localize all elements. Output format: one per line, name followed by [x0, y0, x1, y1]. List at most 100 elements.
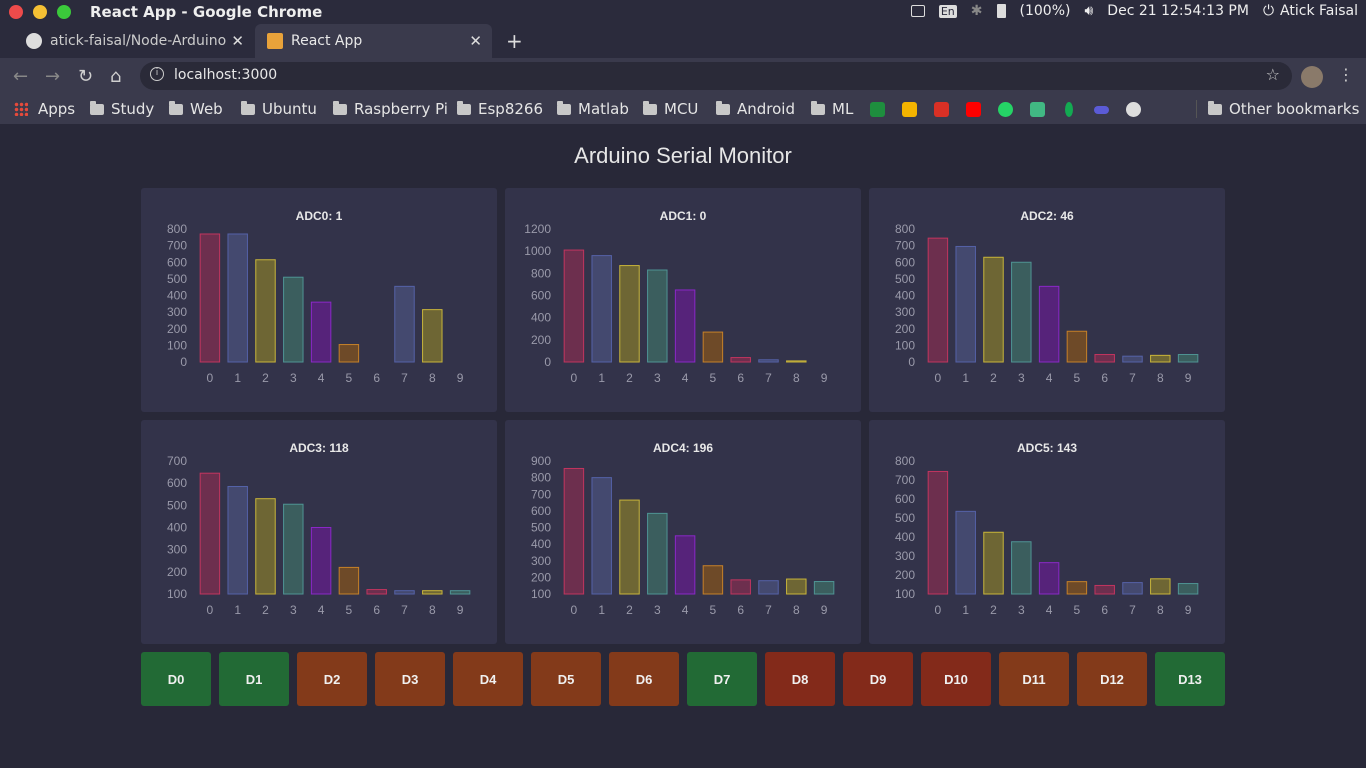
bar-9[interactable] [1177, 354, 1199, 363]
bar-0[interactable] [199, 472, 221, 595]
bar-0[interactable] [927, 237, 949, 363]
battery-icon[interactable] [996, 4, 1006, 18]
link-icon[interactable] [1094, 106, 1109, 114]
bar-3[interactable] [283, 503, 304, 595]
pin-button-d8[interactable]: D8 [765, 652, 835, 706]
bar-7[interactable] [394, 590, 415, 595]
bar-0[interactable] [199, 233, 221, 363]
bar-6[interactable] [730, 357, 751, 363]
bookmark-folder-ml[interactable]: ML [811, 100, 853, 118]
bar-6[interactable] [366, 589, 387, 595]
bookmark-folder-web[interactable]: Web [169, 100, 223, 118]
mongodb-leaf-icon[interactable] [1065, 102, 1073, 117]
site-info-icon[interactable]: i [150, 67, 164, 81]
home-button[interactable]: ⌂ [110, 66, 122, 87]
pin-button-d3[interactable]: D3 [375, 652, 445, 706]
keyboard-layout-indicator[interactable]: En [938, 4, 957, 18]
tab-react-app[interactable]: React App ✕ [255, 24, 492, 58]
bar-3[interactable] [647, 512, 668, 595]
bar-9[interactable] [813, 581, 835, 595]
bar-2[interactable] [619, 265, 640, 363]
close-window-button[interactable] [9, 5, 23, 19]
close-icon[interactable]: ✕ [469, 32, 482, 50]
bar-2[interactable] [619, 499, 640, 595]
bar-0[interactable] [563, 249, 585, 363]
bookmark-folder-esp8266[interactable]: Esp8266 [457, 100, 543, 118]
tab-github[interactable]: atick-faisal/Node-Arduino ✕ [20, 24, 254, 58]
pin-button-d9[interactable]: D9 [843, 652, 913, 706]
bar-8[interactable] [786, 578, 807, 595]
bookmark-folder-matlab[interactable]: Matlab [557, 100, 629, 118]
bar-6[interactable] [1094, 584, 1115, 595]
maximize-window-button[interactable] [57, 5, 71, 19]
bar-1[interactable] [591, 255, 612, 363]
pin-button-d7[interactable]: D7 [687, 652, 757, 706]
google-drive-icon[interactable] [902, 102, 917, 117]
bar-1[interactable] [955, 245, 976, 363]
bar-4[interactable] [310, 527, 332, 595]
pin-button-d11[interactable]: D11 [999, 652, 1069, 706]
bookmark-folder-study[interactable]: Study [90, 100, 154, 118]
bookmark-folder-mcu[interactable]: MCU [643, 100, 698, 118]
bar-0[interactable] [563, 467, 585, 595]
reload-button[interactable]: ↻ [78, 66, 94, 87]
bar-7[interactable] [758, 359, 779, 363]
back-button[interactable]: ← [13, 66, 29, 87]
bookmark-folder-ubuntu[interactable]: Ubuntu [241, 100, 317, 118]
bar-1[interactable] [955, 510, 976, 595]
bar-8[interactable] [786, 360, 807, 363]
browser-menu-icon[interactable]: ⋮ [1338, 65, 1354, 84]
google-sheets-icon[interactable] [870, 102, 885, 117]
youtube-icon[interactable] [966, 102, 981, 117]
close-icon[interactable]: ✕ [231, 32, 244, 50]
bookmark-folder-android[interactable]: Android [716, 100, 795, 118]
bar-6[interactable] [1094, 354, 1115, 363]
bar-7[interactable] [1122, 355, 1143, 363]
power-icon[interactable]: ⏻ [1262, 3, 1275, 19]
bar-8[interactable] [422, 590, 443, 595]
whatsapp-icon[interactable] [998, 102, 1013, 117]
pin-button-d1[interactable]: D1 [219, 652, 289, 706]
new-tab-button[interactable]: + [506, 29, 523, 53]
bar-2[interactable] [983, 256, 1004, 363]
pin-button-d4[interactable]: D4 [453, 652, 523, 706]
bar-4[interactable] [310, 301, 332, 363]
gmail-icon[interactable] [934, 102, 949, 117]
address-url[interactable]: localhost:3000 [174, 67, 278, 83]
bar-3[interactable] [647, 269, 668, 363]
bookmark-star-icon[interactable]: ☆ [1265, 65, 1280, 84]
pin-button-d5[interactable]: D5 [531, 652, 601, 706]
address-bar[interactable]: i localhost:3000 ☆ [140, 62, 1292, 90]
bar-4[interactable] [674, 535, 696, 595]
bookmark-other-bookmarks[interactable]: Other bookmarks [1208, 100, 1359, 118]
bar-3[interactable] [1011, 541, 1032, 595]
bar-4[interactable] [674, 289, 696, 363]
bar-7[interactable] [758, 580, 779, 595]
bar-1[interactable] [227, 233, 248, 363]
bar-5[interactable] [702, 331, 724, 363]
profile-avatar[interactable] [1301, 66, 1323, 88]
pin-button-d13[interactable]: D13 [1155, 652, 1225, 706]
bar-8[interactable] [422, 309, 443, 363]
pin-button-d12[interactable]: D12 [1077, 652, 1147, 706]
bookmark-apps[interactable]: Apps [14, 100, 75, 118]
bar-9[interactable] [449, 590, 471, 595]
bar-1[interactable] [591, 477, 612, 595]
bar-5[interactable] [338, 344, 360, 363]
bar-7[interactable] [1122, 582, 1143, 595]
volume-icon[interactable]: 🔊︎ [1084, 3, 1094, 19]
vue-icon[interactable] [1030, 102, 1045, 117]
bar-0[interactable] [927, 470, 949, 595]
bar-8[interactable] [1150, 354, 1171, 363]
bookmark-folder-raspberry-pi[interactable]: Raspberry Pi [333, 100, 448, 118]
pin-button-d0[interactable]: D0 [141, 652, 211, 706]
bar-2[interactable] [255, 498, 276, 595]
pin-button-d10[interactable]: D10 [921, 652, 991, 706]
bar-7[interactable] [394, 285, 415, 363]
bar-5[interactable] [1066, 330, 1088, 363]
user-name[interactable]: Atick Faisal [1280, 3, 1358, 19]
bar-6[interactable] [730, 579, 751, 595]
pin-button-d6[interactable]: D6 [609, 652, 679, 706]
bar-1[interactable] [227, 485, 248, 595]
bar-5[interactable] [702, 565, 724, 595]
